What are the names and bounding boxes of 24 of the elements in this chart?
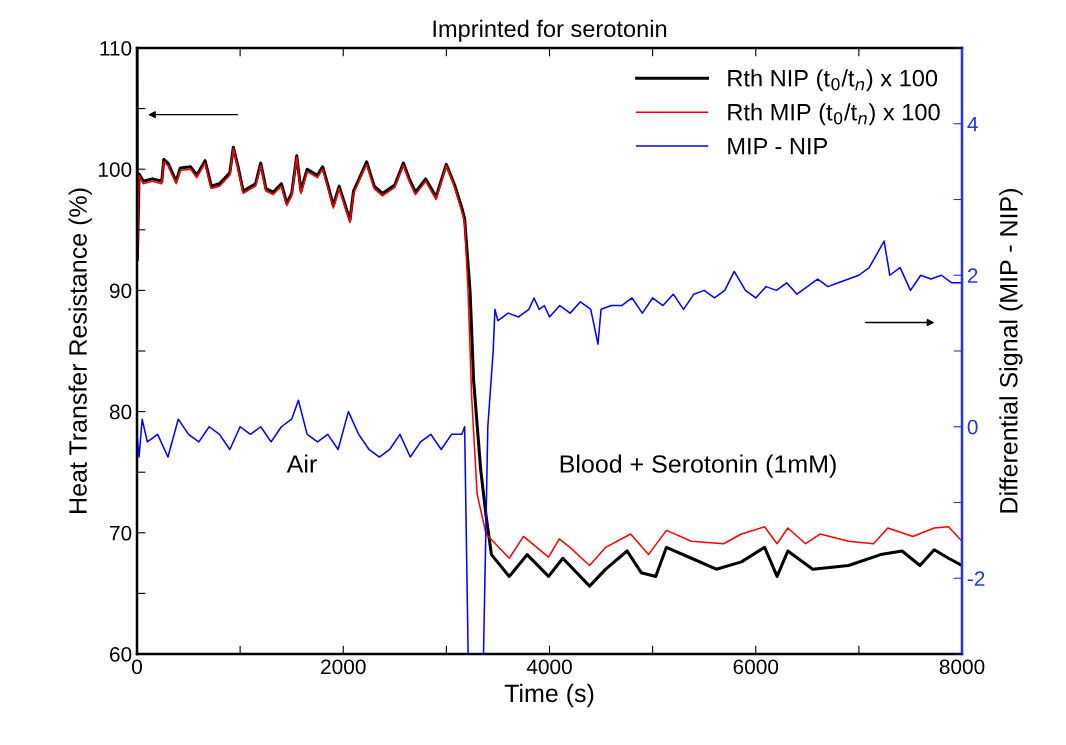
y2-tick-label: -2 [967,571,985,586]
x-tick-label: 8000 [939,659,985,675]
y-tick-label: 90 [109,283,132,299]
x-tick-label: 2000 [321,659,366,675]
y2-tick-label: 4 [967,116,978,132]
y-tick-label: 110 [100,41,132,56]
chart-title: Imprinted for serotonin [433,19,667,42]
x-tick-label: 4000 [526,659,572,675]
y2-axis-title: Differential Signal (MIP - NIP) [999,189,1023,513]
legend-label: Rth NIP (t$_{0}$/t$_{n}$) x 100 [728,69,938,92]
x-tick-label: 6000 [733,659,779,675]
y-tick-label: 70 [110,525,132,541]
x-axis-title: Time (s) [504,683,594,708]
y2-tick-label: 0 [967,419,978,435]
y-axis-title: Heat Transfer Resistance (%) [68,188,92,513]
y-tick-label: 60 [110,647,132,662]
legend-label: MIP - NIP [728,138,828,155]
y-tick-label: 80 [109,404,132,420]
y2-tick-label: 2 [967,268,978,283]
x-tick-label: 0 [132,659,142,675]
annotation: Air [286,454,317,473]
y-tick-label: 100 [98,162,132,177]
legend-label: Rth MIP (t$_{0}$/t$_{n}$) x 100 [728,103,940,126]
annotation: Blood + Serotonin (1mM) [560,454,836,478]
